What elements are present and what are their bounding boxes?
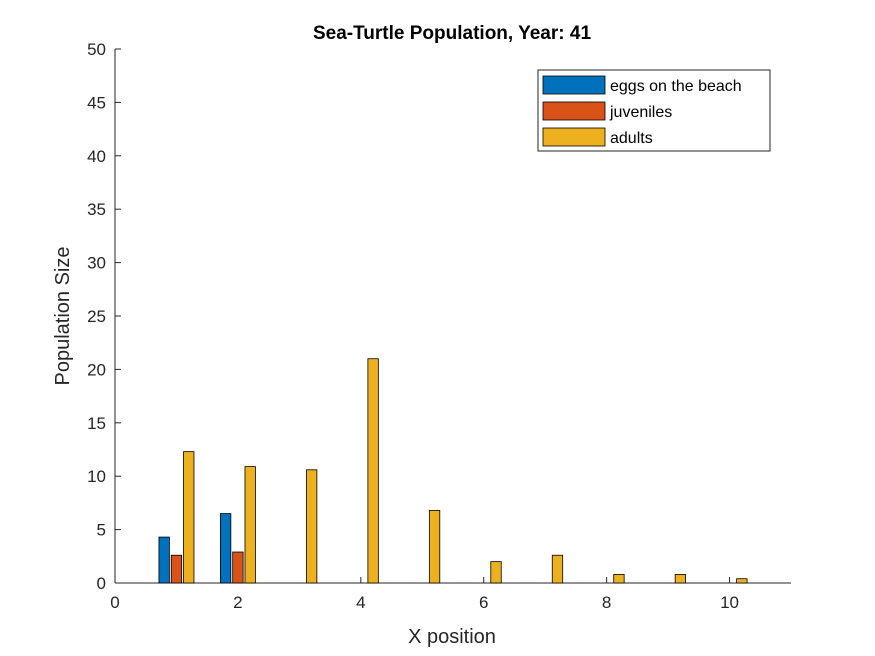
bars [158,358,748,584]
bar-adults-x10 [736,578,748,584]
x-tick-label: 6 [479,593,488,612]
bar-juveniles-x2 [232,551,244,584]
y-tick-label: 45 [87,93,106,112]
legend-label-eggs-on-the-beach: eggs on the beach [610,78,742,95]
y-tick-label: 15 [87,414,106,433]
legend-swatch-adults [542,127,606,147]
x-axis-label: X position [408,626,496,648]
y-tick-label: 35 [87,200,106,219]
y-axis-label: Population Size [52,247,74,386]
legend: eggs on the beach juveniles adults [537,69,771,152]
y-tick-label: 30 [87,254,106,273]
y-tick-label: 50 [87,40,106,59]
chart-title: Sea-Turtle Population, Year: 41 [313,23,591,44]
bar-adults-x1 [183,451,195,584]
legend-swatch-eggs-on-the-beach [542,75,606,95]
bar-adults-x5 [428,509,441,584]
bar-adults-x3 [306,469,318,584]
bar-eggs-on-the-beach-x2 [219,513,232,584]
x-tick-label: 8 [602,593,611,612]
y-tick-label: 0 [97,574,106,593]
y-tick-label: 5 [97,521,106,540]
axes: 0 5 10 15 20 25 30 35 40 45 50 0 2 4 6 8 10 [87,40,791,612]
bar-eggs-on-the-beach-x1 [158,536,170,584]
x-tick-label: 0 [110,593,119,612]
x-tick-label: 10 [720,593,739,612]
bar-adults-x6 [490,561,502,584]
y-tick-label: 40 [87,147,106,166]
y-tick-label: 25 [87,307,106,326]
x-tick-label: 4 [356,593,365,612]
bar-juveniles-x1 [170,554,183,584]
bar-adults-x9 [674,574,687,584]
legend-label-juveniles: juveniles [609,104,672,121]
legend-swatch-juveniles [542,101,606,121]
legend-label-adults: adults [610,130,653,147]
x-tick-label: 2 [233,593,242,612]
bar-adults-x8 [613,574,625,584]
y-tick-label: 20 [87,360,106,379]
bar-adults-x7 [551,554,564,584]
bar-adults-x2 [244,466,256,584]
bar-adults-x4 [367,358,379,584]
y-tick-label: 10 [87,467,106,486]
